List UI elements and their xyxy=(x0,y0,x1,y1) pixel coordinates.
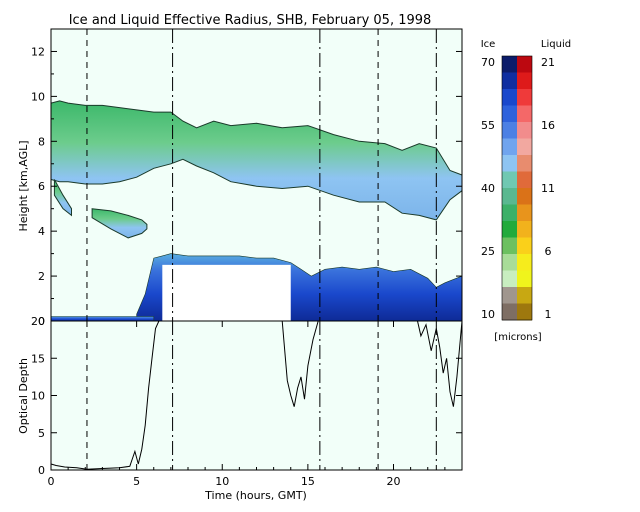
height-tick-label-6: 6 xyxy=(38,180,45,193)
colorbar-liquid-swatch-6 xyxy=(517,155,532,172)
optical-depth-axis-ticks: 0 5 10 15 20 xyxy=(31,315,462,477)
colorbar-unit: [microns] xyxy=(494,332,541,343)
colorbar-liquid-swatch-3 xyxy=(517,105,532,123)
colorbar-ice-swatch-14 xyxy=(502,287,517,304)
colorbar-liquid-swatch-7 xyxy=(517,171,532,189)
colorbar-liquid-strip xyxy=(517,56,532,321)
colorbar-liquid-swatch-11 xyxy=(517,237,532,255)
height-tick-label-10: 10 xyxy=(31,90,45,103)
colorbar-ice-swatch-12 xyxy=(502,254,517,271)
colorbar-ice-swatch-9 xyxy=(502,204,517,222)
height-tick-label-2: 2 xyxy=(38,270,45,283)
time-tick-label-10: 10 xyxy=(215,475,229,488)
chart-title: Ice and Liquid Effective Radius, SHB, Fe… xyxy=(69,13,432,28)
colorbar-liquid-swatch-15 xyxy=(517,303,532,321)
colorbar-liquid-swatch-0 xyxy=(517,56,532,73)
colorbar-liquid-swatch-10 xyxy=(517,221,532,238)
optical-depth-line xyxy=(50,320,463,470)
colorbar-liquid-swatch-13 xyxy=(517,270,532,288)
height-tick-label-8: 8 xyxy=(38,135,45,148)
optical-depth-panel: 0 5 10 15 20 0 5 10 15 20 Optical Depth Time (ho… xyxy=(17,315,463,502)
colorbar-liquid-swatch-9 xyxy=(517,204,532,222)
ice-cloud-region-1 xyxy=(53,179,72,217)
colorbar-ice-strip xyxy=(502,56,517,321)
time-tick-label-0: 0 xyxy=(48,475,55,488)
colorbar-ice-tick-4: 10 xyxy=(481,308,495,321)
optical-depth-plot-area xyxy=(51,321,462,470)
colorbar-ice-swatch-2 xyxy=(502,89,517,106)
colorbar-liquid-swatch-2 xyxy=(517,89,532,106)
height-tick-label-4: 4 xyxy=(38,225,45,238)
colorbar-liquid-tick-3: 6 xyxy=(545,245,552,258)
colorbar-ice-label: Ice xyxy=(481,39,496,50)
colorbar-ice-tick-2: 40 xyxy=(481,182,495,195)
colorbar-ice-swatch-5 xyxy=(502,138,517,156)
colorbar-ice-swatch-0 xyxy=(502,56,517,73)
optical-depth-tick-label-15: 15 xyxy=(31,352,45,365)
missing-data-region-0 xyxy=(162,264,291,321)
colorbar-liquid-tick-1: 16 xyxy=(541,119,555,132)
optical-depth-tick-label-5: 5 xyxy=(38,427,45,440)
colorbar-liquid-swatch-14 xyxy=(517,287,532,304)
colorbar-ice-swatch-8 xyxy=(502,188,517,205)
effective-radius-panel: 0 2 4 6 8 10 12 Height [km,AGL] xyxy=(17,28,463,328)
event-lines xyxy=(86,29,437,321)
colorbar-liquid-tick-4: 1 xyxy=(545,308,552,321)
colorbar-liquid-swatch-12 xyxy=(517,254,532,271)
colorbar-frame xyxy=(501,55,533,321)
colorbar-ice-tick-3: 25 xyxy=(481,245,495,258)
colorbar-ice-tick-1: 55 xyxy=(481,119,495,132)
liquid-cloud-region-1 xyxy=(50,316,155,322)
colorbar-ice-swatch-3 xyxy=(502,105,517,123)
colorbar-ice-swatch-10 xyxy=(502,221,517,238)
colorbar-liquid-swatch-8 xyxy=(517,188,532,205)
colorbar-ice-swatch-13 xyxy=(502,270,517,288)
time-axis-ticks: 0 5 10 15 20 xyxy=(48,321,446,488)
colorbar-ice-tick-0: 70 xyxy=(481,56,495,69)
optical-depth-tick-label-0: 0 xyxy=(38,464,45,477)
colorbar-liquid-tick-2: 11 xyxy=(541,182,555,195)
colorbar-ticks: 70 55 40 25 10 21 16 11 6 1 xyxy=(481,56,555,321)
height-tick-label-12: 12 xyxy=(31,45,45,58)
colorbar: Ice Liquid 70 55 40 25 10 21 16 11 6 1 [microns] xyxy=(481,39,571,343)
optical-depth-tick-label-20: 20 xyxy=(31,315,45,328)
ice-cloud-region-2 xyxy=(91,208,148,239)
colorbar-ice-swatch-11 xyxy=(502,237,517,255)
colorbar-liquid-tick-0: 21 xyxy=(541,56,555,69)
colorbar-liquid-swatch-4 xyxy=(517,122,532,139)
colorbar-ice-swatch-15 xyxy=(502,303,517,321)
colorbar-ice-swatch-7 xyxy=(502,171,517,189)
time-axis-label: Time (hours, GMT) xyxy=(204,489,307,502)
colorbar-ice-swatch-1 xyxy=(502,72,517,90)
colorbar-liquid-swatch-5 xyxy=(517,138,532,156)
colorbar-liquid-swatch-1 xyxy=(517,72,532,90)
optical-depth-axis-label: Optical Depth xyxy=(17,358,30,434)
event-lines-lower xyxy=(86,321,437,470)
colorbar-ice-swatch-6 xyxy=(502,155,517,172)
height-tick-label-0: 0 xyxy=(38,315,45,328)
time-tick-label-5: 5 xyxy=(133,475,140,488)
time-tick-label-15: 15 xyxy=(301,475,315,488)
colorbar-liquid-label: Liquid xyxy=(541,39,571,50)
colorbar-ice-swatch-4 xyxy=(502,122,517,139)
time-tick-label-20: 20 xyxy=(387,475,401,488)
height-axis-label: Height [km,AGL] xyxy=(17,140,30,231)
optical-depth-tick-label-10: 10 xyxy=(31,390,45,403)
